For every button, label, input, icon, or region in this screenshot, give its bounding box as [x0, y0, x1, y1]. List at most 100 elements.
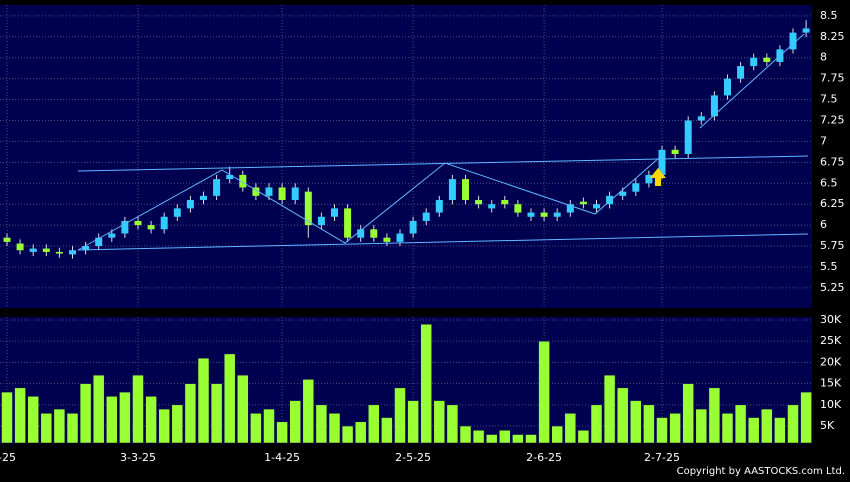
- candle-body: [606, 195, 614, 205]
- y-tick-label: 5.5: [820, 260, 838, 273]
- volume-bar: [14, 387, 26, 444]
- candle-body: [396, 233, 404, 242]
- volume-bar: [525, 434, 537, 444]
- volume-bar: [721, 413, 734, 444]
- candle-body: [632, 183, 640, 192]
- candle-body: [370, 229, 378, 238]
- candle-body: [278, 187, 286, 201]
- volume-bar: [66, 413, 79, 444]
- volume-bar: [420, 323, 432, 444]
- candle-body: [710, 95, 718, 117]
- y-tick-label: 7: [820, 134, 827, 147]
- volume-bar: [577, 430, 590, 444]
- volume-bar: [734, 404, 747, 444]
- volume-bar: [630, 400, 642, 444]
- candle-body: [291, 187, 299, 201]
- volume-bar: [276, 421, 288, 444]
- candle-body: [42, 248, 50, 252]
- candle-body: [540, 212, 548, 217]
- volume-bar: [774, 417, 786, 444]
- grid: 5.25 5.5 5.75 6 6.25 6.5 6.75 7 7.25 7.5 7.75 8 8.25…: [0, 5, 845, 464]
- volume-bar: [459, 425, 472, 444]
- y-tick-label: 25K: [820, 334, 842, 347]
- y-tick-label: 7.5: [820, 93, 838, 106]
- x-tick-label: 2-5-25: [395, 451, 431, 464]
- candle-body: [579, 201, 587, 205]
- volume-bar: [394, 387, 406, 444]
- volume-bar: [643, 404, 655, 444]
- volume-bar: [669, 413, 681, 444]
- arrow-icon: [650, 168, 666, 186]
- candle-body: [737, 66, 745, 79]
- candle-body: [501, 200, 509, 205]
- volume-bar: [590, 404, 603, 444]
- volume-bar: [250, 413, 262, 444]
- volume-bar: [119, 391, 131, 444]
- zigzag: [77, 156, 661, 251]
- volume-bar: [158, 408, 170, 444]
- volume-bar: [354, 421, 367, 444]
- candle-body: [462, 179, 469, 201]
- channel-bottom: [77, 233, 809, 251]
- candle-body: [435, 200, 443, 213]
- candle-body: [357, 229, 365, 238]
- candle-body: [658, 149, 666, 175]
- candle-body: [724, 78, 731, 96]
- x-tick-label: 2-6-25: [526, 451, 562, 464]
- y-tick-label: 8.25: [820, 30, 845, 43]
- candle-body: [29, 248, 37, 252]
- y-tick-label: 5K: [820, 419, 835, 432]
- candle-body: [448, 179, 456, 201]
- volume-bar: [106, 396, 118, 444]
- candle-body: [697, 116, 705, 121]
- x-tick-label: -25: [0, 451, 16, 464]
- volume-bar: [302, 379, 315, 444]
- volume-bar: [761, 408, 773, 444]
- volume-bar: [53, 408, 66, 444]
- candle-body: [671, 149, 679, 154]
- candle-body: [69, 250, 76, 255]
- copyright: Copyright by AASTOCKS.com Ltd.: [677, 466, 845, 477]
- volume-bar: [616, 387, 629, 444]
- volume-bar: [485, 434, 498, 444]
- candle-body: [593, 204, 600, 209]
- y-tick-label: 8: [820, 51, 827, 64]
- candle-body: [802, 28, 810, 33]
- y-tick-label: 5.75: [820, 239, 845, 252]
- candle-body: [265, 187, 273, 196]
- y-tick-label: 10K: [820, 398, 842, 411]
- candle-body: [55, 251, 63, 254]
- volume-bar: [184, 383, 197, 444]
- volume-bar: [472, 430, 485, 444]
- y-tick-label: 5.25: [820, 281, 845, 294]
- volume-bar: [145, 396, 157, 444]
- y-tick-label: 7.75: [820, 72, 845, 85]
- volume-bar: [315, 404, 328, 444]
- candle-body: [304, 191, 312, 226]
- volume-bar: [433, 400, 446, 444]
- trend-lines: [77, 33, 809, 251]
- volume-bar: [27, 396, 39, 444]
- price-panel: [0, 5, 812, 308]
- volume-bar: [132, 374, 144, 444]
- candle-body: [684, 120, 692, 154]
- candle-body: [134, 220, 142, 226]
- x-tick-label: 2-7-25: [644, 451, 680, 464]
- volume-bar: [446, 404, 459, 444]
- candle-body: [226, 174, 234, 180]
- volume-bar: [381, 417, 393, 444]
- candle-body: [331, 208, 338, 217]
- candle-body: [619, 191, 627, 196]
- candle-body: [422, 212, 430, 221]
- candle-body: [200, 195, 207, 201]
- candle-body: [514, 204, 522, 213]
- y-tick-label: 6.5: [820, 176, 838, 189]
- y-tick-label: 7.25: [820, 114, 845, 127]
- candle-body: [239, 174, 247, 188]
- volume-bar: [263, 408, 275, 444]
- volume-bar: [499, 430, 511, 444]
- candle-body: [252, 187, 260, 196]
- candle-body: [789, 32, 797, 50]
- channel-top: [77, 155, 809, 172]
